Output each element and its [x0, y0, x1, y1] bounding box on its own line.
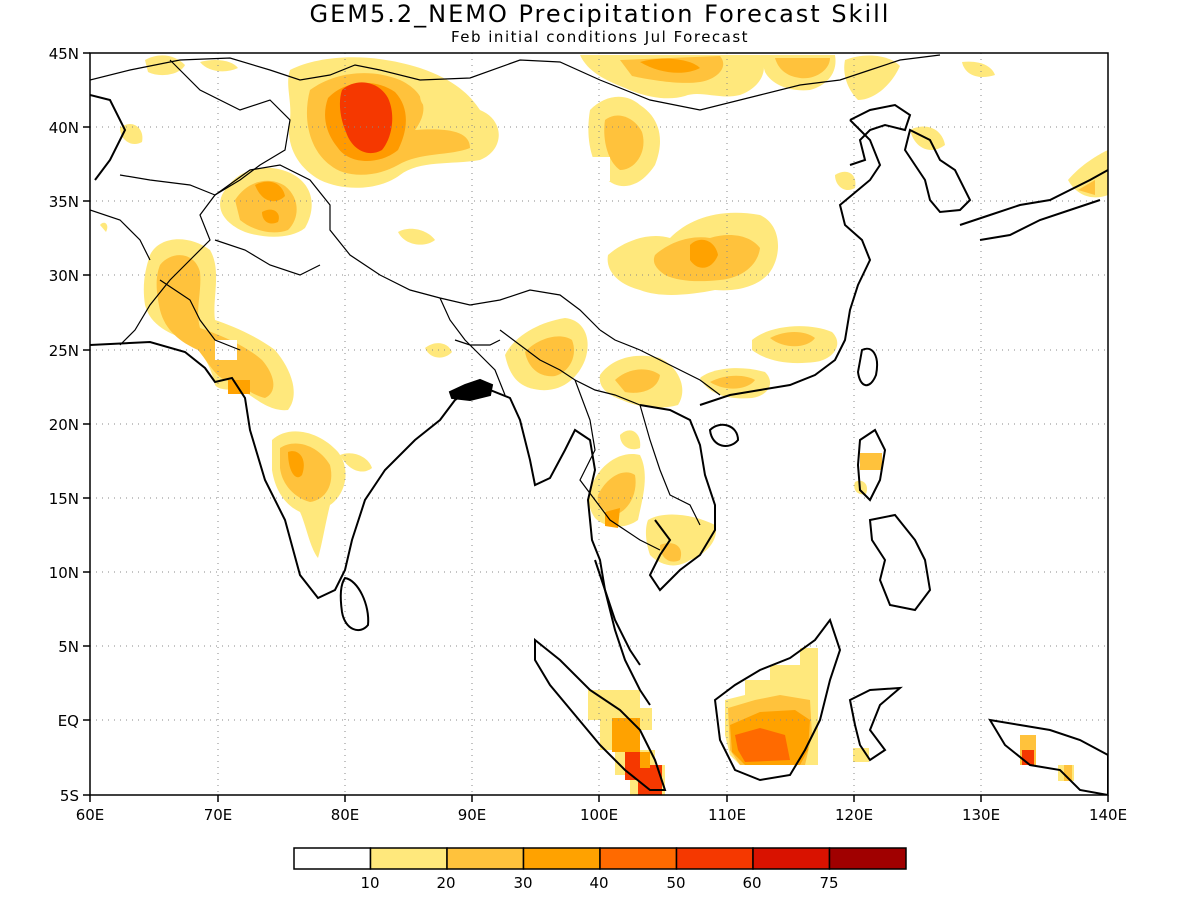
- colorbar-label: 10: [360, 874, 379, 892]
- coastlines: [90, 94, 1108, 795]
- colorbar-label: 60: [742, 874, 761, 892]
- map-title: GEM5.2_NEMO Precipitation Forecast Skill: [309, 0, 891, 28]
- lat-tick-label: 15N: [49, 490, 79, 508]
- lat-tick-label: 10N: [49, 564, 79, 582]
- lon-tick-label: 70E: [204, 806, 233, 824]
- colorbar-box: [293, 847, 372, 870]
- colorbar-label: 40: [589, 874, 608, 892]
- lat-tick-labels: 45N 40N 35N 30N 25N 20N 15N 10N 5N EQ 5S: [49, 45, 79, 805]
- colorbar-label: 20: [436, 874, 455, 892]
- lon-tick-label: 110E: [708, 806, 746, 824]
- colorbar-box: [522, 847, 601, 870]
- lat-tick-label: 35N: [49, 193, 79, 211]
- lon-tick-label: 140E: [1089, 806, 1127, 824]
- graticule: [90, 53, 1108, 795]
- colorbar-box: [752, 847, 831, 870]
- colorbar-label: 30: [513, 874, 532, 892]
- colorbar-label: 75: [819, 874, 838, 892]
- lon-tick-label: 90E: [458, 806, 487, 824]
- lon-tick-label: 80E: [331, 806, 360, 824]
- lat-tick-label: 25N: [49, 342, 79, 360]
- lat-tick-label: 30N: [49, 267, 79, 285]
- lat-tick-label: 5N: [58, 638, 79, 656]
- lat-tick-label: 40N: [49, 119, 79, 137]
- lon-tick-labels: 60E 70E 80E 90E 100E 110E 120E 130E 140E: [76, 806, 1127, 824]
- skill-shading: [100, 55, 1108, 795]
- lon-tick-label: 130E: [962, 806, 1000, 824]
- lat-tick-label: 5S: [60, 787, 79, 805]
- lon-tick-label: 100E: [580, 806, 618, 824]
- colorbar-label: 50: [666, 874, 685, 892]
- colorbar-boxes: [293, 847, 907, 870]
- colorbar-labels: 10 20 30 40 50 60 75: [360, 874, 838, 892]
- lon-tick-label: 60E: [76, 806, 105, 824]
- colorbar-legend: 10 20 30 40 50 60 75: [293, 847, 907, 892]
- lat-tick-label: 20N: [49, 416, 79, 434]
- colorbar-box: [599, 847, 678, 870]
- map-subtitle: Feb initial conditions Jul Forecast: [450, 28, 750, 46]
- lon-tick-label: 120E: [835, 806, 873, 824]
- map-axes: [83, 52, 1109, 802]
- colorbar-box: [446, 847, 525, 870]
- lat-tick-label: EQ: [58, 712, 79, 730]
- lat-tick-label: 45N: [49, 45, 79, 63]
- colorbar-box: [675, 847, 754, 870]
- colorbar-box: [369, 847, 448, 870]
- colorbar-box: [828, 847, 907, 870]
- country-borders: [90, 54, 941, 551]
